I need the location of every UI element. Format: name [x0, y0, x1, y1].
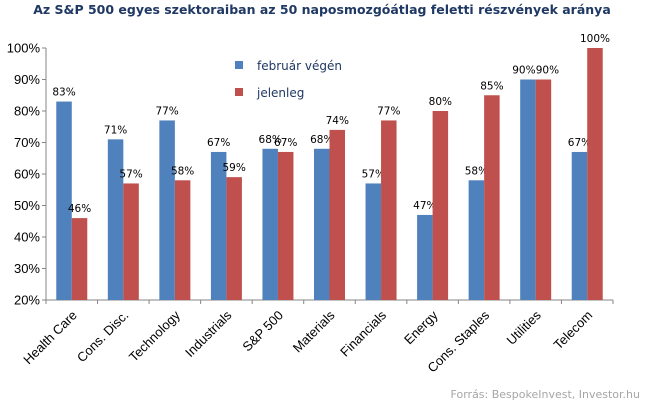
bar-februar-vegen: [107, 139, 124, 300]
y-tick-label: 50%: [14, 198, 40, 213]
bar-jelenleg: [381, 120, 397, 300]
x-tick-label: Industrials: [182, 307, 235, 360]
data-label: 77%: [377, 105, 400, 117]
data-label: 90%: [512, 65, 535, 77]
x-tick-label: Energy: [401, 307, 441, 347]
bar-februar-vegen: [314, 148, 330, 300]
data-label: 58%: [171, 165, 194, 177]
plot-area: 20% 30% 40% 50% 60% 70% 80% 90% 100% 83% 46% Health…: [7, 33, 614, 375]
y-tick-label: 20%: [14, 293, 40, 308]
data-label: 57%: [362, 168, 385, 180]
bar-jelenleg: [329, 129, 345, 300]
bar-jelenleg: [535, 79, 552, 300]
bar-februar-vegen: [56, 101, 72, 300]
data-label: 77%: [155, 105, 178, 117]
bar-jelenleg: [174, 180, 191, 300]
data-label: 74%: [326, 115, 349, 127]
x-tick-label: Utilities: [504, 307, 545, 348]
data-label: 67%: [274, 137, 297, 149]
bar-februar-vegen: [417, 214, 433, 300]
x-tick-label: Health Care: [20, 308, 80, 368]
legend-swatch: [235, 88, 243, 96]
data-label: 71%: [104, 124, 127, 136]
data-label: 83%: [52, 87, 75, 99]
data-label: 85%: [480, 80, 503, 92]
bar-jelenleg: [277, 151, 294, 300]
data-label: 59%: [222, 162, 245, 174]
data-label: 47%: [413, 200, 436, 212]
bar-februar-vegen: [210, 151, 227, 300]
bar-februar-vegen: [468, 180, 485, 300]
source-note: Forrás: BespokeInvest, Investor.hu: [451, 388, 640, 401]
data-label: 67%: [207, 137, 230, 149]
bar-februar-vegen: [520, 79, 536, 300]
x-tick-label: Cons. Disc.: [74, 308, 132, 366]
data-label: 90%: [536, 65, 559, 77]
bar-februar-vegen: [365, 183, 382, 300]
bar-jelenleg: [432, 111, 449, 300]
y-tick-label: 60%: [14, 167, 40, 182]
x-tick-label: Financials: [337, 307, 389, 359]
bar-jelenleg: [123, 183, 139, 300]
data-label: 57%: [119, 168, 142, 180]
legend-label: jelenleg: [256, 86, 304, 100]
chart-title: Az S&P 500 egyes szektoraiban az 50 napo…: [33, 2, 611, 17]
bar-februar-vegen: [571, 151, 588, 300]
bar-jelenleg: [226, 177, 242, 300]
data-label: 46%: [68, 203, 91, 215]
data-label: 58%: [465, 165, 488, 177]
x-tick-label: Materials: [290, 307, 338, 355]
bar-jelenleg: [484, 95, 500, 300]
data-label: 68%: [259, 134, 282, 146]
legend: február végén jelenleg: [235, 59, 342, 100]
x-tick-label: Telecom: [551, 308, 596, 353]
y-tick-label: 30%: [14, 261, 40, 276]
bar-jelenleg: [71, 218, 88, 300]
y-tick-label: 70%: [14, 135, 40, 150]
legend-swatch: [235, 61, 243, 69]
x-tick-label: S&P 500: [239, 308, 286, 355]
data-label: 68%: [310, 134, 333, 146]
bar-februar-vegen: [262, 148, 278, 300]
data-label: 100%: [580, 33, 610, 45]
bar-februar-vegen: [159, 120, 175, 300]
legend-label: február végén: [257, 59, 342, 73]
data-label: 80%: [429, 96, 452, 108]
y-tick-label: 90%: [14, 72, 40, 87]
bar-jelenleg: [587, 48, 603, 300]
y-tick-label: 80%: [14, 104, 40, 119]
x-tick-label: Technology: [126, 307, 183, 364]
y-tick-label: 100%: [7, 41, 41, 56]
y-tick-label: 40%: [14, 230, 40, 245]
data-label: 67%: [568, 137, 591, 149]
